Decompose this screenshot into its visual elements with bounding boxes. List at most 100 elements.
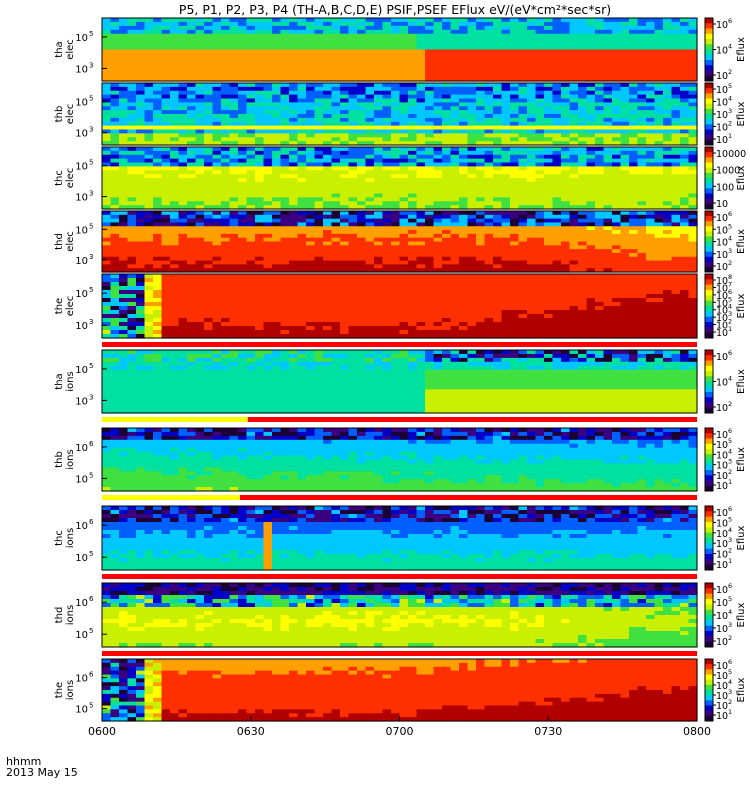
heatmap-cell bbox=[272, 230, 281, 234]
heatmap-cell bbox=[315, 211, 324, 215]
heatmap-cell bbox=[272, 226, 281, 230]
heatmap-cell bbox=[315, 95, 324, 99]
heatmap-cell bbox=[323, 274, 332, 279]
heatmap-cell bbox=[680, 182, 689, 186]
heatmap-cell bbox=[187, 151, 196, 155]
heatmap-cell bbox=[349, 174, 358, 178]
heatmap-cell bbox=[153, 110, 162, 114]
heatmap-cell bbox=[434, 234, 443, 238]
heatmap-cell bbox=[408, 186, 417, 190]
heatmap-cell bbox=[230, 83, 239, 87]
heatmap-cell bbox=[417, 230, 426, 234]
heatmap-cell bbox=[680, 46, 689, 51]
heatmap-cell bbox=[298, 219, 307, 223]
heatmap-cell bbox=[425, 257, 434, 261]
heatmap-cell bbox=[519, 122, 528, 126]
heatmap-cell bbox=[119, 57, 128, 62]
heatmap-cell bbox=[519, 257, 528, 261]
heatmap-cell bbox=[680, 50, 689, 55]
heatmap-cell bbox=[612, 53, 621, 58]
heatmap-cell bbox=[383, 18, 392, 23]
heatmap-cell bbox=[298, 46, 307, 51]
heatmap-cell bbox=[680, 278, 689, 283]
heatmap-cell bbox=[680, 61, 689, 66]
heatmap-cell bbox=[264, 253, 273, 257]
heatmap-cell bbox=[502, 182, 511, 186]
heatmap-cell bbox=[145, 99, 154, 103]
heatmap-cell bbox=[238, 238, 247, 242]
heatmap-cell bbox=[298, 245, 307, 249]
heatmap-cell bbox=[638, 282, 647, 287]
heatmap-cell bbox=[323, 53, 332, 58]
heatmap-cell bbox=[485, 238, 494, 242]
heatmap-cell bbox=[476, 215, 485, 219]
heatmap-cell bbox=[553, 122, 562, 126]
heatmap-cell bbox=[179, 91, 188, 95]
heatmap-cell bbox=[221, 102, 230, 106]
heatmap-cell bbox=[612, 118, 621, 122]
heatmap-cell bbox=[587, 46, 596, 51]
heatmap-cell bbox=[119, 147, 128, 151]
heatmap-cell bbox=[578, 264, 587, 268]
heatmap-cell bbox=[578, 147, 587, 151]
heatmap-cell bbox=[306, 50, 315, 55]
heatmap-cell bbox=[323, 118, 332, 122]
heatmap-cell bbox=[578, 57, 587, 62]
heatmap-cell bbox=[621, 215, 630, 219]
heatmap-cell bbox=[136, 106, 145, 110]
heatmap-cell bbox=[485, 197, 494, 201]
heatmap-cell bbox=[170, 65, 179, 70]
heatmap-cell bbox=[680, 22, 689, 27]
heatmap-cell bbox=[264, 264, 273, 268]
heatmap-cell bbox=[408, 163, 417, 167]
heatmap-cell bbox=[493, 222, 502, 226]
heatmap-cell bbox=[221, 201, 230, 205]
heatmap-cell bbox=[646, 249, 655, 253]
heatmap-cell bbox=[289, 87, 298, 91]
heatmap-cell bbox=[442, 26, 451, 31]
heatmap-cell bbox=[672, 38, 681, 43]
heatmap-cell bbox=[655, 18, 664, 23]
heatmap-cell bbox=[646, 65, 655, 70]
heatmap-cell bbox=[578, 286, 587, 291]
heatmap-cell bbox=[400, 147, 409, 151]
heatmap-cell bbox=[417, 159, 426, 163]
heatmap-cell bbox=[510, 278, 519, 283]
heatmap-cell bbox=[553, 50, 562, 55]
heatmap-cell bbox=[340, 257, 349, 261]
heatmap-cell bbox=[128, 215, 137, 219]
heatmap-cell bbox=[349, 118, 358, 122]
heatmap-cell bbox=[629, 234, 638, 238]
heatmap-cell bbox=[442, 190, 451, 194]
heatmap-cell bbox=[247, 38, 256, 43]
heatmap-cell bbox=[153, 274, 162, 279]
heatmap-cell bbox=[196, 61, 205, 66]
heatmap-cell bbox=[145, 57, 154, 62]
heatmap-cell bbox=[230, 278, 239, 283]
heatmap-cell bbox=[434, 264, 443, 268]
heatmap-cell bbox=[111, 130, 120, 134]
heatmap-cell bbox=[621, 190, 630, 194]
heatmap-cell bbox=[179, 194, 188, 198]
heatmap-cell bbox=[442, 30, 451, 35]
heatmap-cell bbox=[238, 186, 247, 190]
heatmap-cell bbox=[459, 282, 468, 287]
heatmap-cell bbox=[553, 282, 562, 287]
heatmap-cell bbox=[689, 133, 698, 137]
heatmap-cell bbox=[187, 83, 196, 87]
heatmap-cell bbox=[425, 147, 434, 151]
heatmap-cell bbox=[621, 159, 630, 163]
heatmap-cell bbox=[434, 226, 443, 230]
heatmap-cell bbox=[272, 133, 281, 137]
heatmap-cell bbox=[238, 65, 247, 70]
heatmap-cell bbox=[162, 274, 171, 279]
heatmap-cell bbox=[646, 234, 655, 238]
heatmap-cell bbox=[111, 178, 120, 182]
heatmap-cell bbox=[272, 18, 281, 23]
heatmap-cell bbox=[604, 137, 613, 141]
heatmap-cell bbox=[162, 118, 171, 122]
heatmap-cell bbox=[544, 234, 553, 238]
heatmap-cell bbox=[459, 174, 468, 178]
heatmap-cell bbox=[451, 151, 460, 155]
heatmap-cell bbox=[621, 147, 630, 151]
